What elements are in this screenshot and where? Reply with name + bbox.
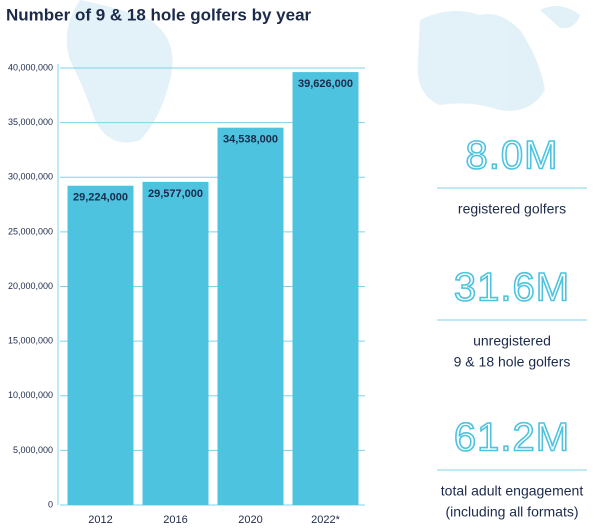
- background-map: [66, 0, 580, 143]
- y-tick-label: 0: [48, 499, 53, 509]
- y-tick-label: 25,000,000: [8, 226, 53, 236]
- chart-title: Number of 9 & 18 hole golfers by year: [6, 5, 312, 24]
- stat-figure: 8.0M: [466, 134, 559, 178]
- value-label: 34,538,000: [223, 134, 278, 146]
- value-label: 39,626,000: [298, 78, 353, 90]
- x-tick-label: 2020: [238, 514, 262, 526]
- x-tick-label: 2016: [163, 514, 187, 526]
- y-tick-label: 5,000,000: [13, 445, 53, 455]
- bar: [142, 181, 209, 505]
- bar: [67, 185, 134, 506]
- y-tick-label: 20,000,000: [8, 281, 53, 291]
- stat-figure: 61.2M: [454, 416, 570, 460]
- value-label: 29,224,000: [73, 192, 128, 204]
- y-tick-label: 40,000,000: [8, 62, 53, 72]
- bar: [292, 72, 359, 506]
- y-tick-label: 10,000,000: [8, 390, 53, 400]
- stat-caption: (including all formats): [445, 504, 578, 520]
- y-tick-label: 30,000,000: [8, 172, 53, 182]
- x-tick-label: 2022*: [311, 514, 340, 526]
- value-label: 29,577,000: [148, 188, 203, 200]
- stats: 8.0M registered golfers 31.6M unregistered 9…: [437, 133, 587, 520]
- bar: [217, 127, 284, 505]
- stat-caption: registered golfers: [458, 201, 566, 217]
- stat-caption: unregistered: [473, 333, 551, 349]
- x-tick-label: 2012: [88, 514, 112, 526]
- y-tick-label: 35,000,000: [8, 117, 53, 127]
- plot: 0 5,000,000 10,000,000 15,000,000 20,000,000…: [8, 62, 365, 526]
- stat-caption: total adult engagement: [441, 483, 584, 499]
- stat-figure: 31.6M: [454, 266, 570, 310]
- stat-caption: 9 & 18 hole golfers: [454, 354, 571, 370]
- y-tick-label: 15,000,000: [8, 336, 53, 346]
